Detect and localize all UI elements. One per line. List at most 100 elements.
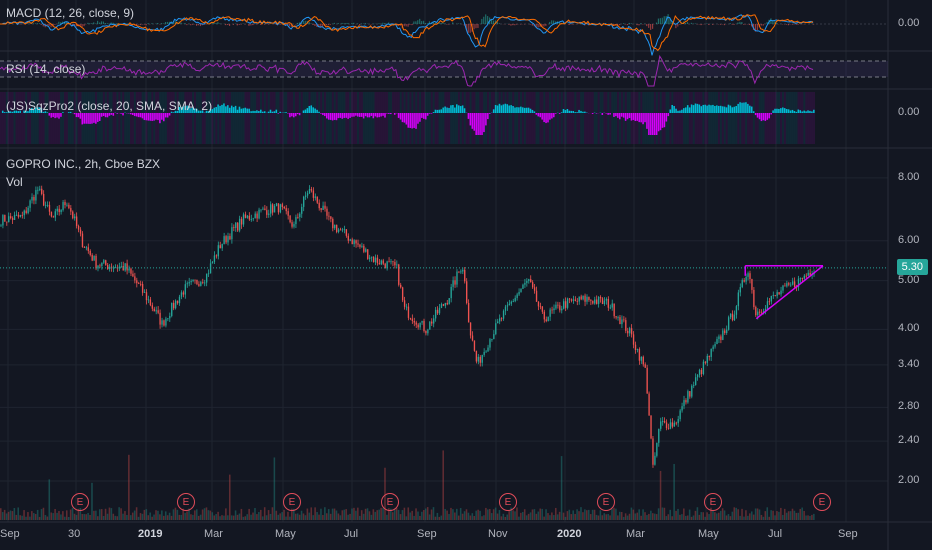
volume-bar xyxy=(120,508,122,520)
squeeze-background xyxy=(114,92,117,144)
squeeze-background xyxy=(498,92,501,144)
squeeze-bar xyxy=(805,111,807,113)
squeeze-bar xyxy=(417,113,419,124)
candle-body xyxy=(425,330,427,334)
squeeze-bar xyxy=(454,107,456,113)
volume-bar xyxy=(473,515,476,520)
squeeze-bar xyxy=(77,113,80,118)
macd-histogram-bar xyxy=(232,24,235,25)
price-axis-label: 4.00 xyxy=(898,322,920,335)
squeeze-background xyxy=(46,92,49,144)
volume-bar xyxy=(310,507,313,520)
squeeze-background xyxy=(607,92,610,144)
squeeze-background xyxy=(568,92,571,144)
macd-histogram-bar xyxy=(485,14,487,24)
earnings-marker[interactable]: E xyxy=(381,493,399,511)
macd-histogram-bar xyxy=(516,24,518,25)
candle-body xyxy=(446,302,448,305)
earnings-marker[interactable]: E xyxy=(499,493,517,511)
squeeze-bar xyxy=(337,113,340,119)
squeeze-bar xyxy=(768,113,770,119)
candle-body xyxy=(660,421,662,429)
volume-bar xyxy=(721,508,724,520)
candle-body xyxy=(169,315,171,319)
macd-histogram-bar xyxy=(91,23,93,24)
squeeze-background xyxy=(207,92,210,144)
candle-body xyxy=(479,356,481,363)
volume-bar xyxy=(382,508,384,520)
squeeze-bar xyxy=(236,109,239,113)
earnings-marker[interactable]: E xyxy=(704,493,722,511)
candle-body xyxy=(153,308,155,312)
squeeze-bar xyxy=(413,113,415,128)
squeeze-background xyxy=(440,92,443,144)
macd-histogram-bar xyxy=(87,22,89,24)
volume-bar xyxy=(523,509,526,520)
volume-bar xyxy=(785,512,788,520)
candle-body xyxy=(471,335,474,341)
volume-legend[interactable]: Vol xyxy=(6,175,23,189)
volume-bar xyxy=(487,509,489,520)
earnings-marker[interactable]: E xyxy=(813,493,831,511)
volume-bar xyxy=(469,515,472,520)
squeeze-bar xyxy=(626,113,629,120)
volume-bar xyxy=(256,514,258,520)
squeeze-background xyxy=(126,92,129,144)
squeeze-background xyxy=(716,92,718,144)
volume-bar xyxy=(326,513,328,520)
price-axis-label: 6.00 xyxy=(898,233,920,246)
squeeze-background xyxy=(287,92,290,144)
macd-histogram-bar xyxy=(772,20,774,24)
candle-body xyxy=(15,214,18,216)
squeeze-background xyxy=(223,92,226,144)
squeeze-bar xyxy=(378,113,380,118)
squeeze-bar xyxy=(723,106,726,113)
candle-body xyxy=(547,316,549,322)
symbol-title[interactable]: GOPRO INC., 2h, Cboe BZX xyxy=(6,157,161,171)
candle-body xyxy=(9,216,12,219)
macd-histogram-bar xyxy=(442,22,444,24)
rsi-legend[interactable]: RSI (14, close) xyxy=(6,62,86,76)
volume-bar xyxy=(531,509,534,520)
earnings-marker[interactable]: E xyxy=(177,493,195,511)
price-axis-label: 2.40 xyxy=(898,434,920,447)
earnings-marker[interactable]: E xyxy=(597,493,615,511)
squeeze-bar xyxy=(607,113,609,115)
squeeze-background xyxy=(318,92,321,144)
volume-bar xyxy=(44,515,47,520)
candle-body xyxy=(347,235,349,241)
volume-bar xyxy=(201,509,204,520)
volume-bar xyxy=(141,513,144,520)
squeeze-legend[interactable]: (JS)SqzPro2 (close, 20, SMA, SMA, 2) xyxy=(6,99,213,113)
price-axis-label: 2.80 xyxy=(898,400,920,413)
squeeze-background xyxy=(225,92,228,144)
squeeze-bar xyxy=(541,113,543,120)
squeeze-background xyxy=(293,92,295,144)
volume-bar xyxy=(667,514,670,520)
macd-legend[interactable]: MACD (12, 26, close, 9) xyxy=(6,6,135,20)
squeeze-background xyxy=(168,92,171,144)
squeeze-bar xyxy=(423,113,425,119)
earnings-marker[interactable]: E xyxy=(71,493,89,511)
squeeze-background xyxy=(228,92,231,144)
volume-bar xyxy=(145,509,148,520)
squeeze-background xyxy=(194,92,196,144)
volume-bar xyxy=(327,509,330,520)
squeeze-background xyxy=(376,92,379,144)
volume-bar xyxy=(277,514,280,520)
volume-bar xyxy=(89,515,91,520)
candle-body xyxy=(194,279,196,281)
macd-histogram-bar xyxy=(93,22,95,24)
squeeze-background xyxy=(797,92,800,144)
macd-histogram-bar xyxy=(428,21,431,24)
earnings-marker[interactable]: E xyxy=(283,493,301,511)
volume-bar xyxy=(648,513,650,520)
candle-body xyxy=(514,297,516,302)
volume-bar xyxy=(690,516,693,520)
candle-body xyxy=(295,217,297,225)
volume-bar xyxy=(692,515,695,520)
squeeze-background xyxy=(15,92,18,144)
squeeze-bar xyxy=(684,107,687,113)
